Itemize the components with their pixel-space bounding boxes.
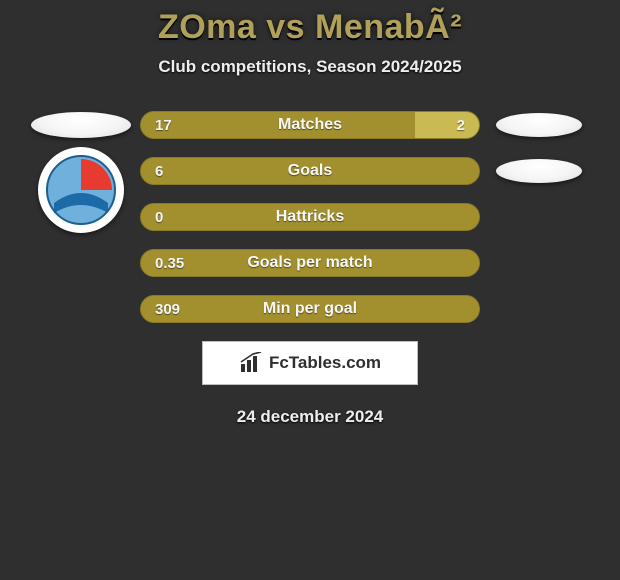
right-side-slot [480,159,598,183]
left-side-slot [22,157,140,185]
metric-label: Hattricks [141,204,479,230]
metric-bar-mpg: 309 Min per goal [140,295,480,323]
comparison-card: ZOma vs MenabÃ² Club competitions, Seaso… [0,0,620,580]
metric-row: 17 Matches 2 [0,111,620,139]
metric-label: Matches [141,112,479,138]
metric-label: Min per goal [141,296,479,322]
page-title: ZOma vs MenabÃ² [0,8,620,47]
left-flag-ellipse [31,112,131,138]
metric-right-value [451,296,479,322]
brand-box[interactable]: FcTables.com [202,341,418,385]
date-line: 24 december 2024 [0,407,620,427]
club-badge-icon [44,153,118,227]
brand-label: FcTables.com [269,353,381,373]
metric-right-value [451,158,479,184]
metric-bar-gpm: 0.35 Goals per match [140,249,480,277]
bars-icon [239,352,265,374]
right-flag-ellipse-2 [496,159,582,183]
metric-label: Goals [141,158,479,184]
left-side-slot [22,112,140,138]
metric-label: Goals per match [141,250,479,276]
subtitle: Club competitions, Season 2024/2025 [0,57,620,77]
metric-bar-goals: 6 Goals [140,157,480,185]
metric-bar-matches: 17 Matches 2 [140,111,480,139]
metric-bar-hattricks: 0 Hattricks [140,203,480,231]
metric-right-value [451,250,479,276]
left-club-badge [38,147,124,233]
right-flag-ellipse [496,113,582,137]
right-side-slot [480,113,598,137]
metric-right-value: 2 [443,112,479,138]
metric-right-value [451,204,479,230]
metric-row: 6 Goals [0,157,620,185]
metric-row: 0.35 Goals per match [0,249,620,277]
metric-row: 309 Min per goal [0,295,620,323]
